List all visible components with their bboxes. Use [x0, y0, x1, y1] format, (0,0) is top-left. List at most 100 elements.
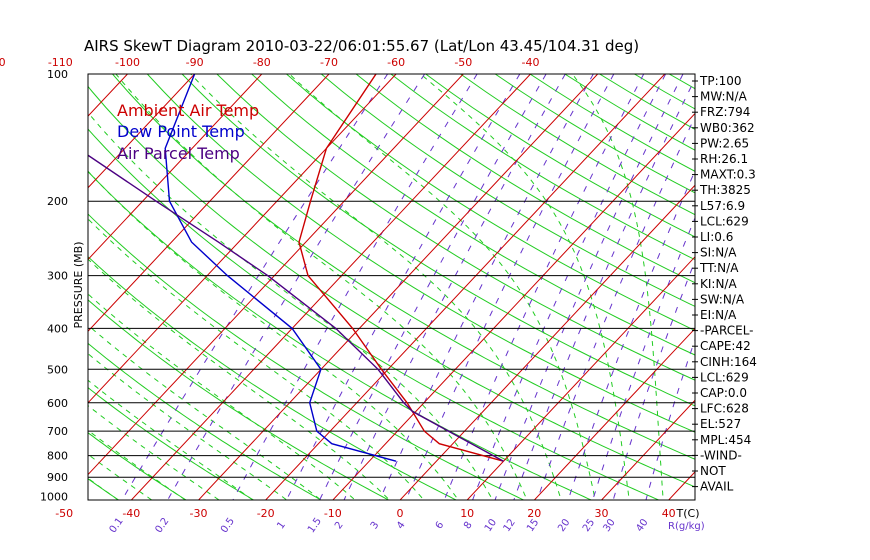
isotherm-line: [533, 327, 695, 500]
index-entry: RH:26.1: [700, 152, 748, 166]
mixing-ratio-label: 0.5: [219, 516, 237, 535]
bottom-temp-tick-label: 20: [527, 507, 541, 520]
index-entry: MAXT:0.3: [700, 168, 756, 182]
mixing-ratio-line: [343, 74, 566, 500]
bottom-temp-tick-label: 10: [460, 507, 474, 520]
mixing-ratio-line: [319, 74, 547, 500]
mixing-ratio-label: 10: [483, 517, 499, 534]
index-entry: LCL:629: [700, 370, 749, 384]
profile-line-dew-point-temp: [164, 74, 397, 462]
mixing-ratio-label: 6: [434, 520, 447, 532]
top-temp-tick-label: -120: [0, 56, 6, 69]
dry-adiabat-line: [808, 74, 870, 506]
profile-line-ambient-air-temp: [298, 74, 504, 462]
moist-adiabat-line: [420, 74, 630, 500]
isobars: [88, 200, 695, 478]
isotherm-line: [88, 74, 263, 261]
pressure-tick-label: 600: [47, 397, 68, 410]
mixing-ratio-label: 2: [333, 520, 346, 532]
dry-adiabat-line: [88, 478, 120, 500]
index-entry: L57:6.9: [700, 199, 745, 213]
top-temp-tick-label: -90: [186, 56, 204, 69]
dry-adiabat-line: [251, 74, 695, 356]
pressure-tick-label: 200: [47, 195, 68, 208]
isotherm-line: [600, 399, 695, 500]
mixing-ratio-label: 1.5: [306, 516, 324, 535]
dry-adiabat-line: [0, 74, 59, 506]
legend-air-parcel-temp: Air Parcel Temp: [117, 144, 240, 163]
mixing-ratio-label: 3: [369, 520, 382, 532]
y-axis-label: PRESSURE (MB): [72, 242, 85, 329]
moist-adiabat-line: [115, 74, 528, 500]
mixing-ratio-label: 8: [462, 520, 475, 532]
dry-adiabat-line: [320, 74, 695, 307]
profile-line-air-parcel-temp: [88, 154, 504, 462]
dry-adiabat-line: [88, 299, 390, 500]
dry-adiabat-line: [425, 74, 695, 238]
moist-adiabat-line: [88, 111, 494, 500]
bottom-temp-tick-label: -10: [324, 507, 342, 520]
mixing-ratio-label: 1: [275, 520, 288, 532]
moist-adiabat-line: [88, 293, 356, 500]
index-entry: LCL:629: [700, 214, 749, 228]
moist-adiabat-line: [88, 429, 187, 500]
index-entry: TH:3825: [699, 183, 751, 197]
legend: Ambient Air Temp Dew Point Temp Air Parc…: [117, 101, 259, 163]
mixing-ratio-unit: R(g/kg): [668, 521, 705, 532]
index-entry: EI:N/A: [700, 308, 737, 322]
isotherm-line: [0, 74, 60, 506]
top-temp-tick-label: -80: [253, 56, 271, 69]
dry-adiabat-line: [88, 256, 458, 500]
dry-adiabat-line: [355, 74, 695, 284]
top-temp-tick-label: -60: [387, 56, 405, 69]
mixing-ratio-line: [443, 74, 645, 500]
mixing-ratio-line: [405, 74, 615, 500]
index-entry: CAPE:42: [700, 339, 751, 353]
index-entry: TP:100: [699, 74, 742, 88]
index-entry: LFC:628: [700, 402, 749, 416]
legend-ambient-air-temp: Ambient Air Temp: [117, 101, 259, 120]
mixing-ratio-label: 4: [395, 520, 408, 532]
bottom-temperature-tick-labels: -50 -40 -30 -20 -10 0 10 20 30 40 T(C): [55, 507, 699, 520]
isotherm-line: [130, 74, 531, 500]
isotherm-line: [264, 74, 666, 500]
index-entry: PW:2.65: [700, 136, 749, 150]
moist-adiabat-line: [88, 477, 120, 500]
mixing-ratio-line: [379, 74, 594, 500]
bottom-temp-tick-label: 40: [662, 507, 676, 520]
legend-dew-point-temp: Dew Point Temp: [117, 122, 245, 141]
dry-adiabat-line: [88, 170, 593, 500]
isotherm-line: [88, 74, 464, 476]
bottom-temp-tick-label: -50: [55, 507, 73, 520]
bottom-temp-tick-label: 0: [397, 507, 404, 520]
chart-title: AIRS SkewT Diagram 2010-03-22/06:01:55.6…: [84, 37, 639, 55]
dry-adiabats: [0, 74, 870, 506]
pressure-tick-label: 700: [47, 425, 68, 438]
moist-adiabat-line: [88, 405, 220, 500]
index-entry: EL:527: [700, 417, 741, 431]
top-temp-tick-label: -110: [48, 56, 73, 69]
pressure-tick-label: 1000: [40, 491, 68, 504]
dry-adiabat-line: [843, 74, 870, 506]
dry-adiabat-line: [88, 213, 525, 500]
mixing-ratio-label: 20: [556, 517, 572, 534]
pressure-tick-label: 800: [47, 450, 68, 463]
index-entry: NOT: [700, 464, 726, 478]
isotherm-line: [197, 74, 599, 500]
moist-adiabat-line: [289, 74, 596, 500]
plot-frame: [87, 73, 696, 501]
dry-adiabat-line: [216, 74, 695, 381]
dry-adiabat-line: [634, 74, 695, 110]
index-entry: AVAIL: [700, 480, 734, 494]
index-entry: WB0:362: [700, 121, 755, 135]
isotherm-line: [667, 471, 695, 500]
moist-adiabat-line: [88, 170, 459, 500]
dry-adiabat-line: [739, 74, 870, 506]
mixing-ratio-line: [494, 74, 684, 500]
top-temp-tick-label: -70: [320, 56, 338, 69]
dry-adiabat-line: [460, 74, 695, 216]
dry-adiabat-line: [88, 128, 661, 500]
moist-adiabat-line: [571, 74, 664, 500]
index-entry: FRZ:794: [700, 105, 750, 119]
